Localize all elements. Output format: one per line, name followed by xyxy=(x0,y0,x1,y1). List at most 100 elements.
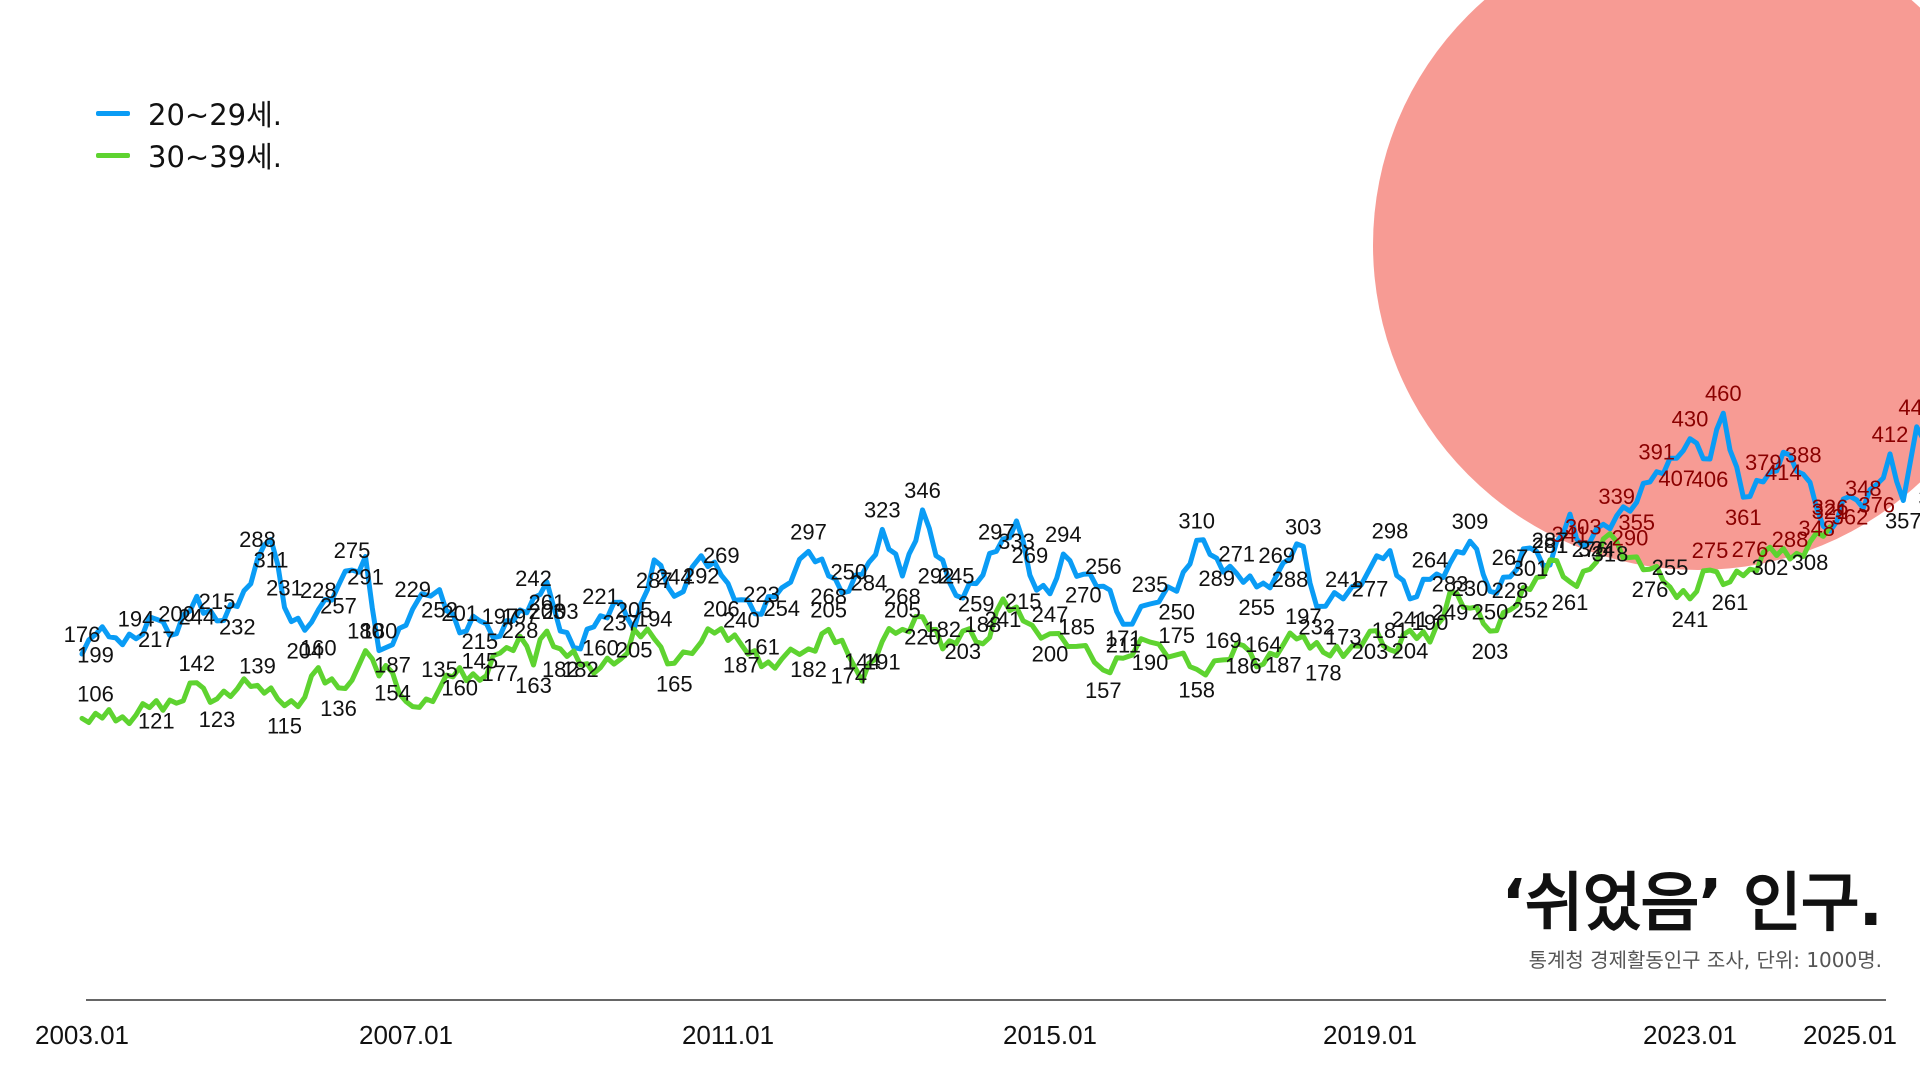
data-label: 326 xyxy=(1812,495,1849,520)
data-label: 173 xyxy=(1325,625,1362,650)
data-label: 284 xyxy=(851,570,888,595)
legend-label-20s: 20~29세. xyxy=(148,98,282,132)
data-label: 221 xyxy=(582,584,619,609)
data-label: 388 xyxy=(1785,442,1822,467)
data-label: 230 xyxy=(1452,576,1489,601)
data-label: 255 xyxy=(1652,555,1689,580)
series-line-0 xyxy=(79,410,1920,657)
x-tick-label: 2019.01 xyxy=(1323,1020,1417,1050)
data-label: 308 xyxy=(1792,550,1829,575)
data-label: 174 xyxy=(830,664,867,689)
data-label: 181 xyxy=(1372,618,1409,643)
data-label: 362 xyxy=(1832,504,1869,529)
data-label: 203 xyxy=(1352,639,1389,664)
data-label: 145 xyxy=(461,648,498,673)
data-label: 257 xyxy=(320,593,357,618)
data-label: 175 xyxy=(1158,623,1195,648)
data-label: 264 xyxy=(1412,547,1449,572)
data-label: 197 xyxy=(482,604,519,629)
data-label: 223 xyxy=(743,582,780,607)
data-label: 178 xyxy=(1305,660,1342,685)
data-label: 160 xyxy=(300,636,337,661)
data-label: 158 xyxy=(1178,677,1215,702)
data-label: 244 xyxy=(656,564,693,589)
data-label: 271 xyxy=(1218,542,1255,567)
data-label: 244 xyxy=(178,604,215,629)
data-label: 298 xyxy=(1372,519,1409,544)
data-label: 121 xyxy=(138,709,175,734)
data-label: 154 xyxy=(374,681,411,706)
data-label: 197 xyxy=(502,604,539,629)
data-label: 275 xyxy=(334,538,371,563)
data-label: 190 xyxy=(1132,650,1169,675)
data-label: 194 xyxy=(118,607,155,632)
data-label: 186 xyxy=(1225,654,1262,679)
data-label: 123 xyxy=(199,707,236,732)
data-label: 261 xyxy=(529,590,566,615)
data-label: 191 xyxy=(864,649,901,674)
data-label: 194 xyxy=(636,607,673,632)
data-label: 160 xyxy=(582,636,619,661)
data-label: 171 xyxy=(1105,626,1142,651)
data-label: 240 xyxy=(723,608,760,633)
data-label: 187 xyxy=(374,653,411,678)
data-label: 188 xyxy=(965,612,1002,637)
data-label: 215 xyxy=(461,629,498,654)
data-label: 376 xyxy=(1858,492,1895,517)
data-label: 169 xyxy=(1205,628,1242,653)
data-label: 276 xyxy=(1572,537,1609,562)
data-label: 203 xyxy=(944,639,981,664)
data-label: 269 xyxy=(1012,543,1049,568)
data-label: 228 xyxy=(502,618,539,643)
data-label: 206 xyxy=(703,597,740,622)
data-label: 205 xyxy=(810,597,847,622)
data-label: 256 xyxy=(1085,554,1122,579)
data-label: 205 xyxy=(884,597,921,622)
data-label: 157 xyxy=(1085,678,1122,703)
data-label: 283 xyxy=(1432,571,1469,596)
data-label: 287 xyxy=(636,568,673,593)
data-label: 339 xyxy=(1598,484,1635,509)
data-label: 161 xyxy=(743,635,780,660)
data-label: 203 xyxy=(542,599,579,624)
data-label: 228 xyxy=(1492,578,1529,603)
data-label: 324 xyxy=(1578,537,1615,562)
data-label: 182 xyxy=(542,657,579,682)
data-label: 200 xyxy=(158,602,195,627)
data-label: 391 xyxy=(1638,440,1675,465)
data-label: 355 xyxy=(1618,510,1655,535)
data-label: 309 xyxy=(1452,509,1489,534)
data-label: 201 xyxy=(441,601,478,626)
data-label: 229 xyxy=(394,577,431,602)
data-label: 255 xyxy=(1238,595,1275,620)
data-label: 414 xyxy=(1765,460,1802,485)
data-label: 247 xyxy=(1032,602,1069,627)
data-label: 303 xyxy=(1565,514,1602,539)
data-label: 348 xyxy=(1845,476,1882,501)
data-label: 249 xyxy=(1432,600,1469,625)
data-label: 310 xyxy=(1178,508,1215,533)
data-label: 289 xyxy=(1198,566,1235,591)
data-label: 275 xyxy=(1692,538,1729,563)
data-label: 241 xyxy=(985,607,1022,632)
data-label: 341 xyxy=(1552,522,1589,547)
data-label: 204 xyxy=(286,638,323,663)
data-label: 292 xyxy=(683,564,720,589)
data-label: 250 xyxy=(1158,599,1195,624)
x-tick-label: 2011.01 xyxy=(682,1020,774,1050)
legend-item-20s: 20~29세. xyxy=(96,92,282,134)
data-label: 205 xyxy=(616,597,653,622)
data-label: 215 xyxy=(199,589,236,614)
data-label: 211 xyxy=(1106,632,1141,657)
data-label: 177 xyxy=(482,661,519,686)
data-label: 412 xyxy=(1872,422,1909,447)
data-label: 270 xyxy=(1065,582,1102,607)
data-label: 297 xyxy=(790,519,827,544)
highlight-circle xyxy=(1373,0,1920,570)
data-label: 288 xyxy=(1772,527,1809,552)
x-tick-label: 2003.01 xyxy=(35,1020,129,1050)
data-label: 261 xyxy=(1552,590,1589,615)
data-label: 203 xyxy=(1472,639,1509,664)
data-label: 142 xyxy=(178,651,215,676)
data-label: 235 xyxy=(1132,572,1169,597)
